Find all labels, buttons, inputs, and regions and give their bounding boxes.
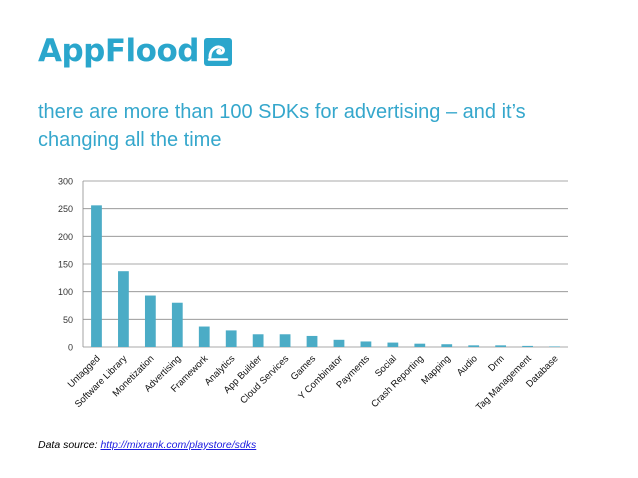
bar <box>118 271 129 347</box>
bar <box>198 326 210 347</box>
bar <box>171 302 183 347</box>
page-headline: there are more than 100 SDKs for adverti… <box>38 98 598 154</box>
x-tick-label: Drm <box>486 353 507 374</box>
y-tick-label: 150 <box>58 260 73 270</box>
appflood-logo: AppFlood <box>38 36 232 67</box>
y-tick-label: 250 <box>58 204 73 214</box>
bar <box>414 343 426 347</box>
bar <box>468 345 480 347</box>
bar <box>279 334 291 347</box>
headline-line-2: changing all the time <box>38 129 222 151</box>
y-tick-label: 0 <box>68 343 73 353</box>
y-tick-label: 300 <box>58 177 73 187</box>
logo-text: AppFlood <box>38 33 199 69</box>
y-tick-label: 50 <box>63 315 73 325</box>
bar <box>144 295 156 347</box>
bar <box>387 342 399 347</box>
headline-line-1: there are more than 100 SDKs for adverti… <box>38 101 526 123</box>
x-tick-label: Mapping <box>419 353 453 387</box>
x-tick-label: Cloud Services <box>238 353 291 406</box>
bar <box>522 345 533 347</box>
bar <box>252 334 264 347</box>
bar <box>441 344 453 347</box>
bar <box>333 339 345 347</box>
bar <box>360 341 372 347</box>
bar <box>91 205 102 347</box>
bar <box>549 346 560 347</box>
y-tick-label: 100 <box>58 287 73 297</box>
y-tick-label: 200 <box>58 232 73 242</box>
data-source-note: Data source: http://mixrank.com/playstor… <box>38 439 256 451</box>
bar <box>306 335 318 347</box>
bar <box>495 345 507 347</box>
bar <box>225 330 237 347</box>
source-link[interactable]: http://mixrank.com/playstore/sdks <box>100 439 257 451</box>
logo-wave-icon <box>203 37 232 66</box>
source-prefix: Data source: <box>38 439 101 451</box>
x-tick-label: Audio <box>455 353 480 378</box>
